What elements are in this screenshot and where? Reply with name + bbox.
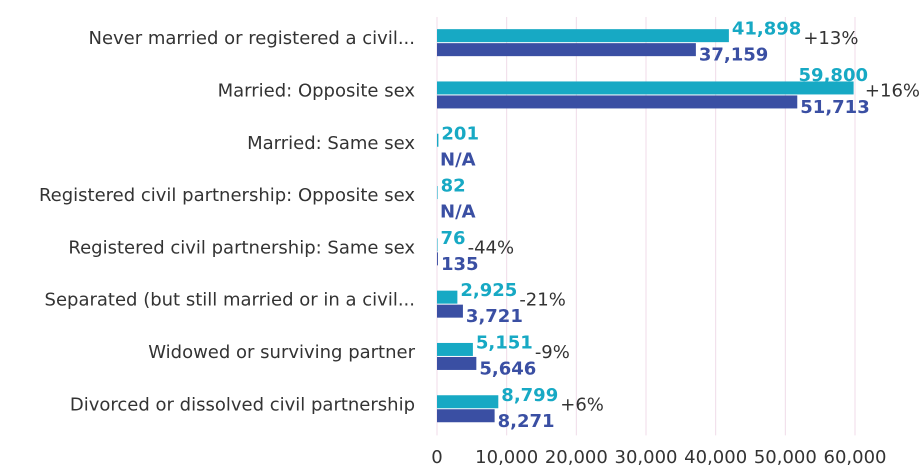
value-label: 82 — [441, 176, 466, 197]
x-tick-label: 40,000 — [684, 447, 747, 468]
change-label: -9% — [535, 342, 570, 363]
bar — [437, 238, 438, 252]
bar — [437, 342, 473, 356]
x-tick-label: 50,000 — [754, 447, 817, 468]
category-label: Married: Opposite sex — [218, 80, 416, 101]
value-label: N/A — [440, 149, 476, 170]
bar — [437, 186, 438, 200]
bar — [437, 95, 798, 109]
x-tick-label: 0 — [431, 447, 442, 468]
value-label: 2,925 — [460, 280, 517, 301]
x-tick-label: 30,000 — [615, 447, 678, 468]
value-label: 37,159 — [699, 45, 768, 66]
value-label: 8,271 — [498, 411, 555, 432]
x-tick-label: 10,000 — [475, 447, 538, 468]
bar — [437, 29, 729, 43]
bar — [437, 252, 438, 266]
category-label: Widowed or surviving partner — [148, 342, 415, 363]
bar — [437, 395, 499, 409]
change-label: +16% — [865, 80, 920, 101]
bar — [437, 43, 696, 57]
x-tick-label: 20,000 — [545, 447, 608, 468]
value-label: 201 — [441, 123, 479, 144]
value-label: 3,721 — [466, 306, 523, 327]
change-label: -21% — [519, 290, 566, 311]
value-label: 59,800 — [799, 65, 868, 86]
value-label: 51,713 — [800, 97, 869, 118]
category-label: Divorced or dissolved civil partnership — [70, 394, 415, 415]
bar — [437, 409, 495, 423]
value-label: 8,799 — [501, 385, 558, 406]
bar — [437, 290, 458, 304]
category-label: Registered civil partnership: Same sex — [68, 237, 415, 258]
value-label: 135 — [441, 254, 479, 275]
category-label: Never married or registered a civil... — [88, 28, 415, 49]
bar — [437, 81, 854, 95]
value-label: 5,151 — [476, 332, 533, 353]
category-label: Separated (but still married or in a civ… — [45, 290, 415, 311]
bar — [437, 304, 463, 318]
change-label: -44% — [468, 237, 515, 258]
category-label: Married: Same sex — [247, 133, 415, 154]
value-label: 41,898 — [732, 19, 801, 40]
category-label: Registered civil partnership: Opposite s… — [39, 185, 415, 206]
change-label: +6% — [560, 394, 604, 415]
value-label: N/A — [440, 202, 476, 223]
bar — [437, 133, 439, 147]
bar — [437, 356, 477, 370]
value-label: 5,646 — [479, 358, 536, 379]
change-label: +13% — [803, 28, 858, 49]
x-tick-label: 60,000 — [824, 447, 887, 468]
value-label: 76 — [441, 228, 466, 249]
